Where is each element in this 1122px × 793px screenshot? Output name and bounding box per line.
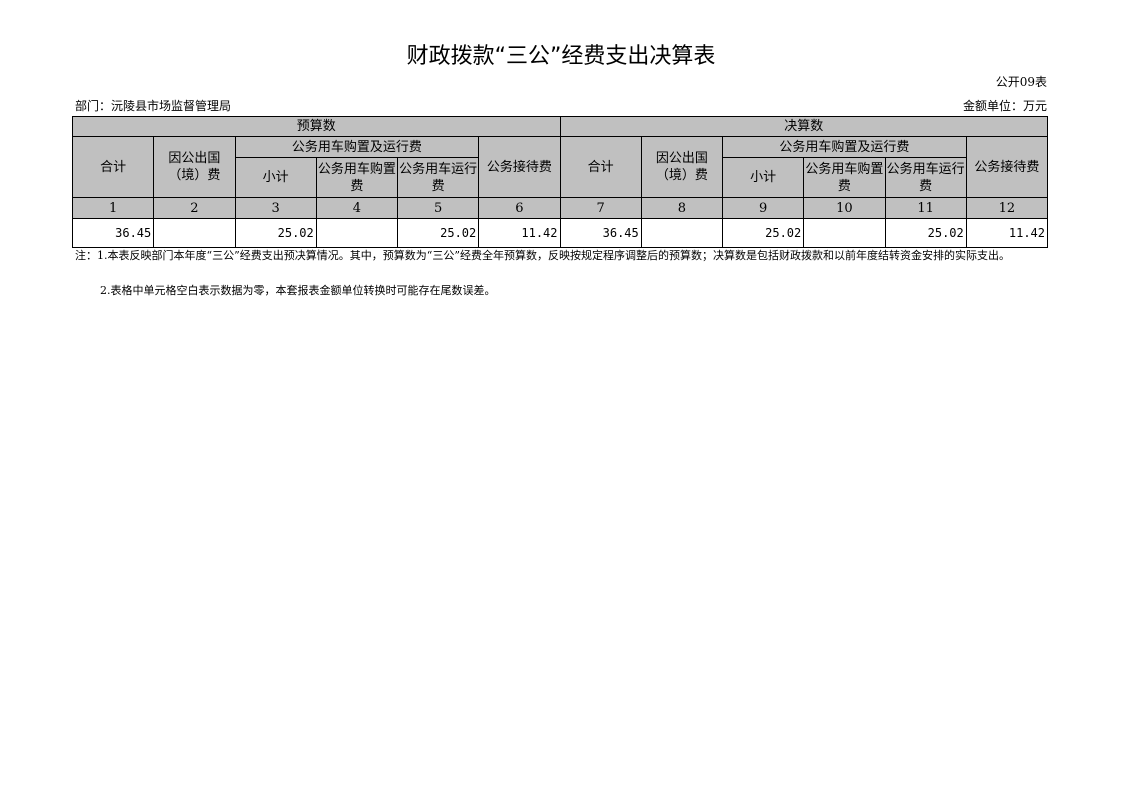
cell: 36.45 [71,218,155,248]
header-vehicle: 公务用车购置及运行费 [234,136,480,158]
col-number: 4 [315,197,399,219]
header-abroad: 因公出国（境）费 [640,136,724,198]
header-subtotal: 小计 [721,157,805,198]
header-reception: 公务接待费 [965,136,1049,198]
header-operation: 公务用车运行费 [396,157,480,198]
header-purchase: 公务用车购置费 [315,157,399,198]
col-number: 7 [559,197,642,219]
final-header: 决算数 [559,116,1048,137]
header-purchase: 公务用车购置费 [803,157,886,198]
header-abroad: 因公出国（境）费 [153,136,236,198]
cell: 11.42 [478,218,561,248]
cell [803,218,886,248]
col-number: 10 [803,197,886,219]
col-number: 3 [234,197,317,219]
cell: 36.45 [559,218,642,248]
form-number: 公开09表 [995,75,1047,89]
note-2: 2.表格中单元格空白表示数据为零，本套报表金额单位转换时可能存在尾数误差。 [100,284,496,297]
header-vehicle: 公务用车购置及运行费 [722,136,967,158]
col-number: 12 [965,197,1049,219]
cell [315,218,399,248]
col-number: 6 [478,197,561,219]
col-number: 8 [640,197,724,219]
cell: 25.02 [234,218,317,248]
department-label: 部门：沅陵县市场监督管理局 [75,99,232,113]
cell: 25.02 [396,218,480,248]
column-number-row: 1 2 3 4 5 6 7 8 9 10 11 12 [71,197,1049,219]
table-row: 36.45 25.02 25.02 11.42 36.45 25.02 25.0… [71,218,1049,248]
header-operation: 公务用车运行费 [884,157,967,198]
col-number: 9 [721,197,805,219]
header-subtotal: 小计 [234,157,317,198]
col-number: 2 [153,197,236,219]
header-total: 合计 [71,136,155,198]
col-number: 11 [884,197,967,219]
cell: 25.02 [884,218,967,248]
unit-label: 金额单位：万元 [962,99,1047,113]
page-title: 财政拨款“三公”经费支出决算表 [406,44,716,69]
cell: 11.42 [965,218,1049,248]
header-reception: 公务接待费 [478,136,561,198]
note-1: 注：1.本表反映部门本年度“三公”经费支出预决算情况。其中，预算数为“三公”经费… [75,249,1010,262]
expenditure-table: 预算数 决算数 合计 因公出国（境）费 公务用车购置及运行费 公务接待费 合计 … [71,116,1049,248]
header-total: 合计 [559,136,642,198]
cell [153,218,236,248]
col-number: 1 [71,197,155,219]
cell: 25.02 [721,218,805,248]
cell [640,218,724,248]
budget-header: 预算数 [72,116,561,137]
col-number: 5 [396,197,480,219]
